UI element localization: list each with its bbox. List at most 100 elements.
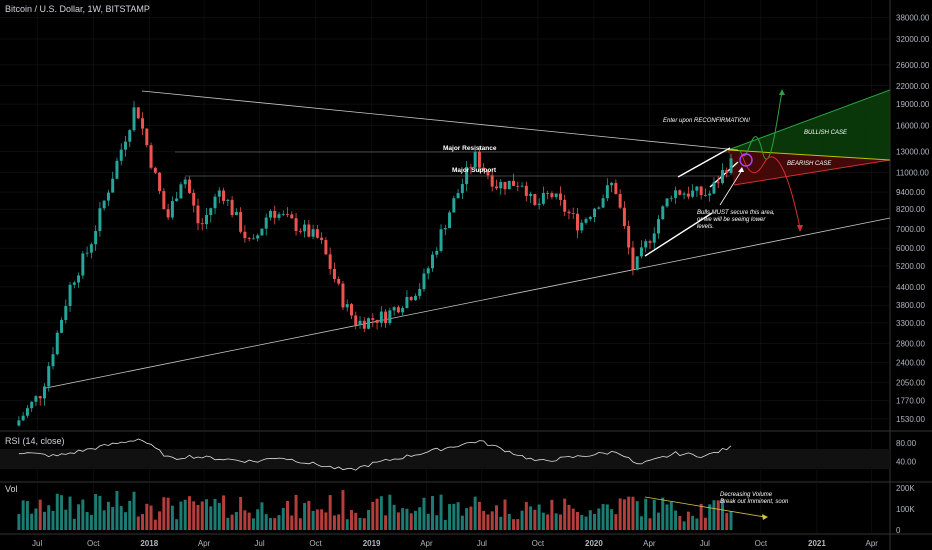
volume-bar [401,508,405,530]
candle-body [217,190,221,197]
volume-bar [268,518,272,530]
candle-body [196,205,200,224]
volume-bar [431,496,435,530]
candle-body [610,182,614,186]
volume-bar [729,511,733,530]
candle-body [396,307,400,313]
volume-bar [452,503,456,530]
candle-body [691,190,695,197]
candle-body [418,289,422,296]
volume-bar [610,509,614,530]
candlestick-series [17,100,733,427]
volume-bar [469,506,473,530]
candle-body [170,201,174,218]
time-tick-label: Jul [32,539,42,548]
upper-trendline [141,90,739,151]
volume-bar [635,501,639,530]
candle-body [584,219,588,223]
price-tick-label: 22000.00 [896,82,930,91]
chart-title: Bitcoin / U.S. Dollar, 1W, BITSTAMP [5,4,150,14]
candle-body [145,128,149,146]
time-tick-label: Oct [755,539,768,548]
price-tick-label: 32000.00 [896,35,930,44]
candle-body [431,254,435,269]
time-tick-label: Oct [87,539,100,548]
candle-body [260,228,264,236]
time-tick-label: Oct [532,539,545,548]
volume-bar [260,502,264,530]
price-tick-label: 3800.00 [896,301,925,310]
candle-body [593,208,597,218]
candle-body [563,199,567,212]
candle-body [499,181,503,189]
volume-bar [537,504,541,530]
candle-body [507,180,511,190]
volume-bar [166,497,170,530]
bearish-zone [728,150,890,185]
candle-body [580,222,584,231]
candle-body [298,230,302,232]
candle-body [422,273,426,290]
axis-labels: 38000.00 32000.00 26000.00 22000.00 19000.00… [32,14,930,548]
candle-body [34,396,38,402]
volume-bar [98,495,102,530]
candle-body [239,212,243,232]
volume-bar [439,494,443,530]
time-tick-label: Apr [420,539,433,548]
candle-body [622,207,626,227]
candle-body [435,250,439,255]
volume-bar [179,501,183,530]
candle-body [47,366,51,387]
volume-bar [106,501,110,530]
volume-bar [341,490,345,530]
candle-body [187,179,191,193]
rsi-line [18,438,732,471]
volume-bar [614,514,618,530]
volume-bar [703,517,707,530]
candle-body [439,229,443,251]
volume-bar [597,508,601,530]
volume-bar [665,504,669,530]
time-tick-label: Apr [865,539,878,548]
candle-body [290,214,294,219]
volume-bar [465,508,469,530]
candle-body [136,107,140,119]
candle-body [192,192,196,206]
candle-body [89,244,93,253]
candle-body [17,420,21,426]
rsi-tick-label: 80.00 [896,439,917,448]
volume-bar [396,512,400,530]
volume-bar [81,499,85,530]
candle-body [367,318,371,329]
volume-bar [273,518,277,530]
volume-bar [541,512,545,530]
volume-bar [627,496,631,530]
candle-body [456,193,460,199]
time-tick-label: Jul [477,539,487,548]
volume-bar [72,518,76,530]
candle-body [477,151,481,168]
volume-bar [332,515,336,530]
candle-body [627,226,631,248]
rsi-label: RSI (14, close) [5,436,65,446]
volume-bar [187,496,191,530]
volume-bar [669,501,673,530]
volume-bar [358,517,362,530]
volume-trendline [644,496,766,518]
volume-bar [311,510,315,530]
volume-label: Vol [5,484,18,494]
time-tick-label: 2021 [808,539,826,548]
candle-body [669,197,673,199]
volume-bar [132,491,136,530]
candle-body [55,332,59,355]
volume-tick-label: 100K [896,505,915,514]
candle-body [529,194,533,196]
volume-bar [102,510,106,530]
candle-body [516,185,520,187]
price-tick-label: 7000.00 [896,225,925,234]
volume-bar [388,494,392,530]
volume-bar [494,505,498,530]
candle-body [205,215,209,225]
volume-bar [77,504,81,530]
